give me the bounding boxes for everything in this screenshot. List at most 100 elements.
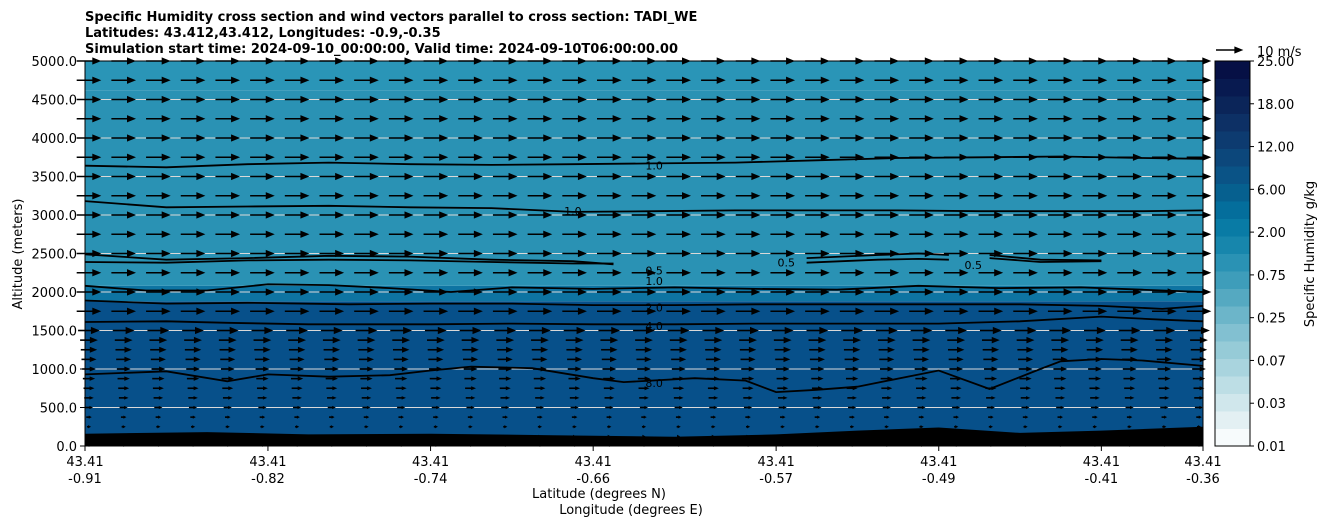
wind-vector-head [543,172,553,181]
wind-vector-head [437,326,447,335]
wind-vector-head [300,230,310,238]
wind-vector-head [192,425,196,429]
wind-vector-head [577,269,587,277]
wind-vector-head [923,326,933,335]
wind-vector-head [1130,396,1135,400]
wind-vector-head [508,134,518,142]
wind-vector-head [1199,405,1204,410]
wind-vector-head [508,249,518,258]
wind-vector-head [608,425,612,429]
wind-vector-head [92,288,102,296]
wind-vector-head [712,425,716,429]
wind-vector-head [786,307,796,315]
wind-vector-head [647,288,657,296]
contour-label: 4.0 [645,320,663,333]
wind-vector-head [507,326,517,335]
wind-vector-head [1063,307,1073,315]
wind-vector-head [196,211,206,219]
wind-vector-head [786,192,796,200]
wind-vector-head [890,134,900,142]
wind-vector-head [612,307,622,315]
wind-vector-head [231,134,241,142]
wind-vector-head [439,95,449,104]
wind-vector-head [677,425,681,429]
wind-vector-head [647,95,657,104]
y-axis-label: Altitude (meters) [11,199,26,310]
wind-vector-head [820,172,830,181]
wind-vector-head [854,326,864,335]
wind-vector-head [1027,326,1037,335]
wind-vector-head [890,307,900,315]
wind-vector-head [126,95,136,104]
wind-vector-head [401,376,408,381]
wind-vector-head [436,336,445,344]
wind-vector-head [855,211,865,219]
wind-vector-head [404,307,414,315]
wind-vector-head [540,356,548,363]
wind-vector-head [748,386,754,391]
wind-vector-head [439,153,449,161]
wind-vector-head [125,326,135,335]
wind-vector-head [1025,415,1029,419]
wind-vector-head [330,425,334,429]
contour-label: 8.0 [645,377,663,390]
wind-vector-head [681,269,691,277]
wind-vector-head [612,76,622,84]
wind-vector-head [367,376,373,381]
wind-vector-head [543,307,553,315]
wind-vector-head [680,326,690,335]
wind-vector-head [231,95,241,104]
wind-vector-head [751,269,761,277]
wind-vector-head [265,249,275,258]
wind-vector-head [681,153,691,161]
wind-vector-head [92,95,102,104]
contour-0.5 [84,253,614,266]
wind-vector-head [439,134,449,142]
wind-vector-head [681,249,691,258]
x-tick-longitude: -0.74 [414,472,448,487]
wind-vector-head [508,269,518,277]
x-tick-longitude: -0.36 [1186,472,1220,487]
wind-vector-head [852,356,860,363]
wind-vector-head [855,192,865,200]
wind-vector-head [786,288,796,296]
contour-label: 0.5 [645,264,663,277]
wind-vector-head [1165,346,1173,353]
wind-vector-head [92,153,102,161]
wind-vector-head [193,386,199,391]
wind-vector-head [543,269,553,277]
wind-vector-head [228,386,234,391]
wind-vector-head [471,366,478,372]
wind-vector-head [1098,269,1108,277]
wind-vector-head [297,346,306,353]
chart-title: Specific Humidity cross section and wind… [85,10,697,57]
wind-vector-head [473,172,483,181]
colorbar-swatch [1215,236,1250,254]
wind-vector-head [921,415,925,419]
wind-vector-head [855,172,865,181]
x-tick-longitude: -0.82 [251,472,285,487]
wind-vector-head [820,192,830,200]
wind-vector-head [956,396,961,400]
wind-vector-head [818,346,826,353]
wind-vector-head [992,326,1002,335]
wind-vector-head [1202,153,1212,161]
wind-vector-head [367,366,374,372]
wind-vector-head [161,307,171,315]
wind-vector-head [473,211,483,219]
x-tick-latitude: 43.41 [412,455,449,470]
wind-vector-head [991,366,998,372]
wind-vector-head [747,425,751,429]
wind-vector-head [335,192,345,200]
colorbar-swatch [1215,306,1250,324]
wind-vector-head [924,230,934,238]
contour-label: 0.5 [965,259,983,272]
wind-vector-head [612,192,622,200]
wind-vector-head [716,134,726,142]
colorbar-tick-label: 2.00 [1257,226,1286,241]
wind-vector-head [231,211,241,219]
wind-vector-head [1202,192,1212,200]
wind-vector-head [783,366,790,372]
wind-vector-head [262,386,268,391]
wind-vector-head [332,386,338,391]
